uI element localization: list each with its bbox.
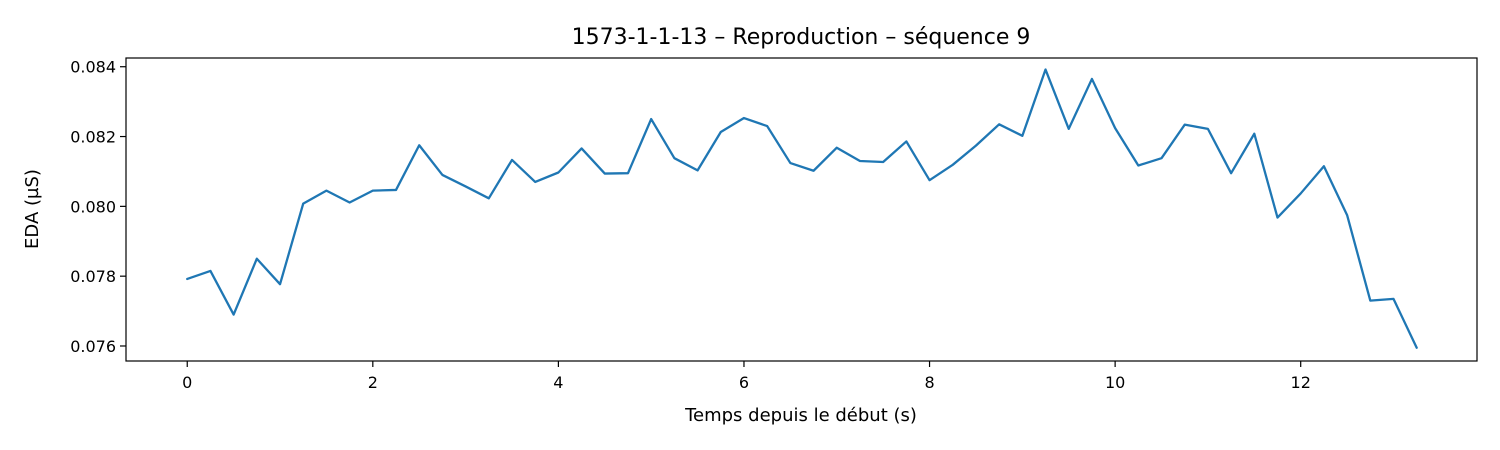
x-tick-label: 12 — [1291, 373, 1311, 392]
x-tick-label: 4 — [553, 373, 563, 392]
x-tick-label: 0 — [182, 373, 192, 392]
x-tick-label: 10 — [1105, 373, 1125, 392]
plot-area — [187, 70, 1416, 348]
x-tick-label: 2 — [368, 373, 378, 392]
y-tick-label: 0.082 — [70, 128, 116, 147]
chart-title: 1573-1-1-13 – Reproduction – séquence 9 — [572, 25, 1031, 50]
y-tick-label: 0.084 — [70, 58, 116, 77]
x-axis: 0 2 4 6 8 10 12 — [182, 361, 1311, 392]
y-tick-label: 0.076 — [70, 337, 116, 356]
y-tick-label: 0.078 — [70, 267, 116, 286]
y-axis: 0.076 0.078 0.080 0.082 0.084 — [70, 58, 126, 356]
x-tick-label: 8 — [924, 373, 934, 392]
x-axis-label: Temps depuis le début (s) — [684, 405, 917, 426]
series-line-0 — [187, 70, 1416, 348]
y-axis-label: EDA (µS) — [22, 169, 43, 249]
x-tick-label: 6 — [739, 373, 749, 392]
y-tick-label: 0.080 — [70, 197, 116, 216]
